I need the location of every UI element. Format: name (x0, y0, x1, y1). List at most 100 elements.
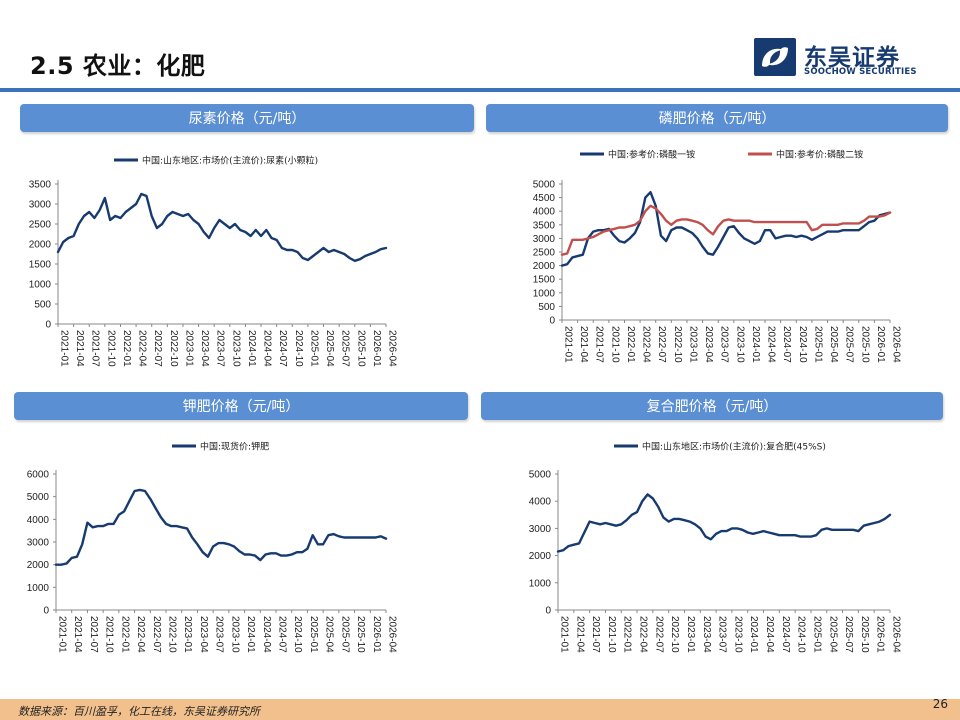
x-tick-label: 2021-07 (88, 616, 99, 653)
x-tick-label: 2021-04 (72, 616, 83, 653)
x-tick-label: 2023-10 (229, 616, 240, 653)
legend-label-compound-0: 中国:山东地区:市场价(主流价):复合肥(45%S) (642, 441, 826, 453)
x-tick-label: 2024-07 (277, 616, 288, 653)
x-tick-label: 2023-07 (717, 616, 728, 653)
y-tick-label: 2000 (27, 560, 50, 571)
x-tick-label: 2021-10 (104, 616, 115, 653)
x-tick-label: 2026-04 (387, 330, 398, 367)
x-tick-label: 2021-01 (559, 616, 570, 653)
series-line-phosphate-1 (560, 204, 892, 256)
x-tick-label: 2021-01 (59, 330, 70, 367)
x-tick-label: 2023-07 (214, 616, 225, 653)
legend-label-phosphate-1: 中国:参考价:磷酸二铵 (776, 149, 863, 161)
y-tick-label: 4000 (529, 497, 552, 508)
x-tick-label: 2026-01 (875, 616, 886, 653)
y-tick-label: 0 (45, 320, 51, 331)
x-tick-label: 2023-10 (734, 326, 745, 363)
x-tick-label: 2025-07 (843, 616, 854, 653)
x-tick-label: 2023-01 (687, 326, 698, 363)
x-tick-label: 2023-01 (182, 616, 193, 653)
potash-price-chart: 中国:现货价:钾肥 0 1000 2000 3000 4000 5000 6000 2021-0… (6, 432, 470, 668)
x-tick-label: 2023-10 (230, 330, 241, 367)
page-title: 2.5 农业：化肥 (30, 52, 206, 80)
y-tick-label: 3000 (529, 524, 552, 535)
x-tick-label: 2025-10 (859, 616, 870, 653)
y-tick-label: 6000 (27, 470, 50, 481)
y-tick-label: 2000 (529, 551, 552, 562)
x-tick-label: 2022-01 (121, 330, 132, 367)
company-logo: 东吴证券 SOOCHOW SECURITIES (754, 38, 944, 80)
x-tick-label: 2025-01 (308, 616, 319, 653)
x-tick-label: 2025-07 (339, 616, 350, 653)
x-tick-label: 2025-10 (355, 616, 366, 653)
x-tick-label: 2026-01 (371, 616, 382, 653)
urea-price-chart: 中国:山东地区:市场价(主流价):尿素(小颗粒) 0 500 1000 1500 2000… (10, 140, 470, 380)
legend-label-potash-0: 中国:现货价:钾肥 (200, 441, 269, 453)
x-tick-label: 2024-10 (797, 326, 808, 363)
x-tick-label: 2025-04 (827, 616, 838, 653)
y-tick-label: 4000 (533, 207, 556, 218)
series-line-urea-0 (56, 192, 388, 262)
x-tick-label: 2026-01 (875, 326, 886, 363)
x-tick-label: 2024-04 (261, 616, 272, 653)
x-tick-label: 2023-04 (703, 326, 714, 363)
x-tick-label: 2022-04 (137, 330, 148, 367)
x-tick-label: 2024-10 (293, 330, 304, 367)
x-tick-label: 2022-10 (672, 326, 683, 363)
y-tick-label: 1000 (533, 288, 556, 299)
x-tick-label: 2026-01 (371, 330, 382, 367)
y-tick-label: 500 (538, 302, 555, 313)
x-tick-label: 2022-01 (622, 616, 633, 653)
y-tick-label: 0 (545, 606, 551, 617)
x-tick-label: 2023-07 (719, 326, 730, 363)
x-tick-label: 2024-04 (766, 326, 777, 363)
x-tick-label: 2024-01 (748, 616, 759, 653)
x-tick-label: 2021-01 (57, 616, 68, 653)
potash-chart-header: 钾肥价格（元/吨） (14, 392, 468, 420)
x-tick-label: 2025-01 (811, 616, 822, 653)
x-tick-label: 2024-07 (277, 330, 288, 367)
data-source-note: 数据来源：百川盈孚，化工在线，东吴证券研究所 (18, 705, 260, 718)
y-tick-label: 5000 (529, 470, 552, 481)
x-tick-label: 2022-07 (653, 616, 664, 653)
phosphate-chart-header: 磷肥价格（元/吨） (486, 104, 948, 132)
x-tick-label: 2022-04 (135, 616, 146, 653)
x-tick-label: 2023-04 (701, 616, 712, 653)
x-tick-label: 2023-10 (732, 616, 743, 653)
potash-chart-svg: 中国:现货价:钾肥 0 1000 2000 3000 4000 5000 6000 2021-0… (27, 441, 398, 654)
header-divider (0, 88, 960, 92)
x-tick-label: 2021-07 (594, 326, 605, 363)
compound-chart-svg: 中国:山东地区:市场价(主流价):复合肥(45%S) 0 1000 2000 3000 4… (529, 441, 902, 654)
y-tick-label: 2500 (533, 248, 556, 259)
x-tick-label: 2022-10 (168, 330, 179, 367)
x-tick-label: 2024-10 (292, 616, 303, 653)
x-tick-label: 2026-04 (387, 616, 398, 653)
x-tick-label: 2021-07 (90, 330, 101, 367)
y-tick-label: 2000 (533, 261, 556, 272)
x-tick-label: 2024-07 (780, 616, 791, 653)
x-tick-label: 2025-04 (324, 616, 335, 653)
x-tick-label: 2023-04 (198, 616, 209, 653)
x-tick-label: 2022-10 (167, 616, 178, 653)
x-tick-label: 2021-04 (578, 326, 589, 363)
y-tick-label: 2500 (29, 220, 52, 231)
series-line-phosphate-0 (560, 191, 892, 267)
x-tick-label: 2021-10 (105, 330, 116, 367)
compound-price-chart: 中国:山东地区:市场价(主流价):复合肥(45%S) 0 1000 2000 3000 4… (478, 432, 948, 668)
x-tick-label: 2023-04 (199, 330, 210, 367)
soochow-logo-icon (754, 38, 796, 76)
x-tick-label: 2024-04 (764, 616, 775, 653)
logo-chinese-name: 东吴证券 (804, 45, 900, 71)
x-tick-label: 2022-04 (638, 616, 649, 653)
y-tick-label: 500 (34, 300, 51, 311)
y-tick-label: 3000 (533, 234, 556, 245)
x-tick-label: 2025-07 (844, 326, 855, 363)
y-tick-label: 1000 (29, 280, 52, 291)
x-tick-label: 2021-10 (606, 616, 617, 653)
x-tick-label: 2023-07 (215, 330, 226, 367)
y-tick-label: 4500 (533, 193, 556, 204)
x-tick-label: 2025-04 (324, 330, 335, 367)
page-number: 26 (932, 697, 948, 711)
x-tick-label: 2024-04 (262, 330, 273, 367)
y-tick-label: 5000 (533, 180, 556, 191)
